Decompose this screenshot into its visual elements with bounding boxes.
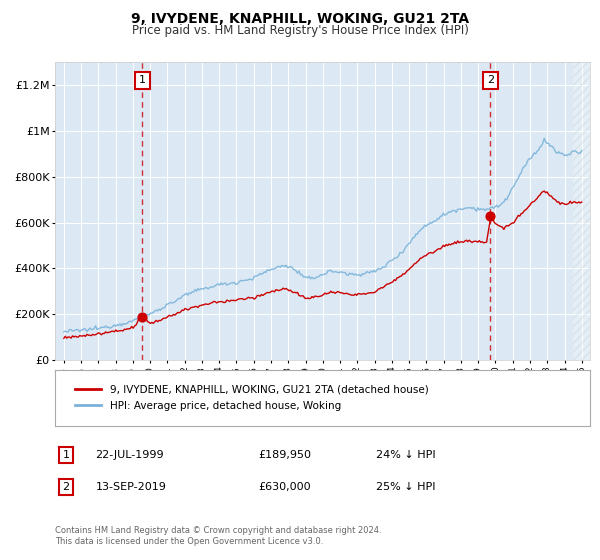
Point [485,211,495,220]
Text: 24% ↓ HPI: 24% ↓ HPI [376,450,436,460]
Text: 1: 1 [62,450,70,460]
Text: 2: 2 [62,482,70,492]
Text: 9, IVYDENE, KNAPHILL, WOKING, GU21 2TA: 9, IVYDENE, KNAPHILL, WOKING, GU21 2TA [131,12,469,26]
Text: £630,000: £630,000 [259,482,311,492]
Text: Contains HM Land Registry data © Crown copyright and database right 2024.
This d: Contains HM Land Registry data © Crown c… [55,526,382,546]
Text: 1: 1 [139,76,146,86]
Bar [573,62,599,360]
Text: 22-JUL-1999: 22-JUL-1999 [95,450,164,460]
Text: Price paid vs. HM Land Registry's House Price Index (HPI): Price paid vs. HM Land Registry's House … [131,24,469,36]
Text: 25% ↓ HPI: 25% ↓ HPI [376,482,436,492]
Text: 13-SEP-2019: 13-SEP-2019 [95,482,166,492]
Text: 2: 2 [487,76,494,86]
Text: £189,950: £189,950 [259,450,311,460]
Point [137,312,147,321]
Legend: 9, IVYDENE, KNAPHILL, WOKING, GU21 2TA (detached house), HPI: Average price, det: 9, IVYDENE, KNAPHILL, WOKING, GU21 2TA (… [71,380,433,415]
